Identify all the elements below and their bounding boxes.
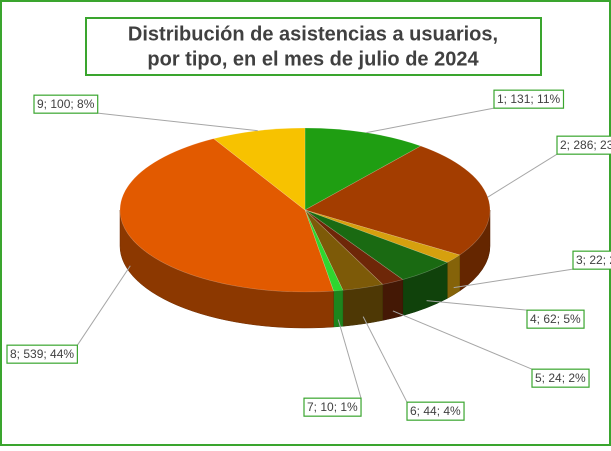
leader-line: [487, 153, 558, 198]
slice: [304, 209, 404, 321]
data-label: 3; 22; 2%: [576, 253, 611, 267]
slice: [213, 127, 306, 211]
data-label: 8; 539; 44%: [10, 347, 74, 361]
slice-top: [213, 127, 306, 211]
slice: [304, 145, 491, 292]
leader-line: [337, 319, 362, 399]
slice: [304, 209, 448, 316]
chart-title: Distribución de asistencias a usuarios,: [128, 23, 498, 45]
leader-line: [362, 316, 408, 403]
data-label-box: [556, 135, 611, 155]
leader-line: [453, 268, 574, 289]
data-label-box: [303, 397, 362, 417]
data-label: 9; 100; 8%: [37, 97, 95, 111]
leader-line: [366, 107, 495, 134]
data-label: 5; 24; 2%: [535, 371, 586, 385]
data-label: 4; 62; 5%: [530, 312, 581, 326]
title-box: [85, 17, 542, 76]
slice-top: [304, 145, 491, 256]
data-label: 1; 131; 11%: [497, 92, 560, 106]
data-label: 2; 286; 23%: [560, 138, 611, 152]
leader-line: [76, 265, 131, 346]
leader-line: [97, 112, 258, 132]
slice-top: [119, 138, 334, 293]
data-label-box: [572, 250, 611, 270]
data-label-box: [531, 368, 590, 388]
slice: [304, 127, 422, 211]
data-label-box: [33, 94, 99, 114]
data-label: 7; 10; 1%: [307, 400, 358, 414]
data-label-box: [526, 309, 585, 329]
data-label: 6; 44; 4%: [410, 404, 461, 418]
data-label-box: [493, 89, 565, 109]
leader-line: [392, 310, 533, 370]
chart-title: por tipo, en el mes de julio de 2024: [147, 48, 479, 70]
slice-side: [333, 289, 344, 328]
slice-top: [304, 127, 422, 211]
slice-side: [342, 284, 383, 327]
leader-line: [426, 300, 528, 311]
data-label-box: [6, 344, 78, 364]
data-label-box: [406, 401, 465, 421]
slice: [119, 138, 334, 329]
